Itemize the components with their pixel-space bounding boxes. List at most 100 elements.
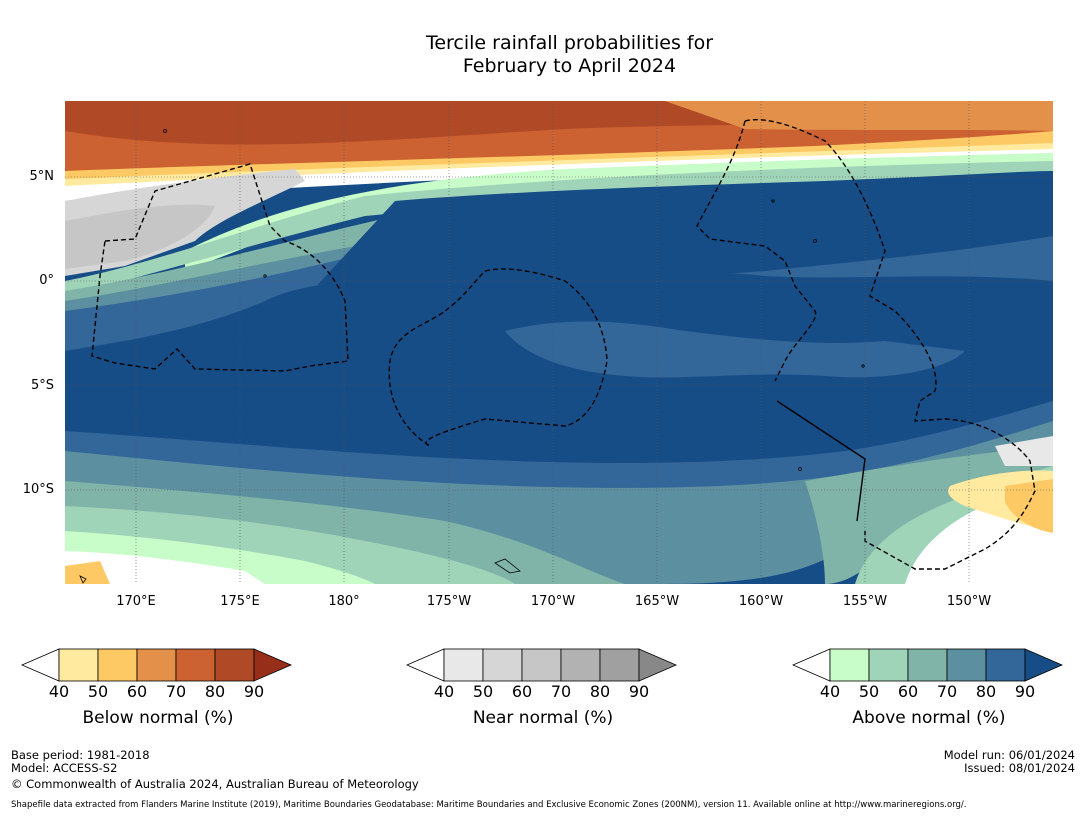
title-line-2: February to April 2024 xyxy=(462,55,677,77)
below-normal-southwest xyxy=(65,561,110,584)
colorbar-tick-label: 60 xyxy=(897,682,919,701)
island xyxy=(79,575,87,584)
footer-base-period: Base period: 1981-2018 xyxy=(11,748,150,762)
colorbar-tick-label: 90 xyxy=(1014,682,1036,701)
colorbar-extend-high xyxy=(638,648,678,682)
footer-copyright: © Commonwealth of Australia 2024, Austra… xyxy=(11,777,419,791)
legend-above-normal: 40 50 60 70 80 90 Above normal (%) xyxy=(792,648,1066,728)
lat-label-10s: 10°S xyxy=(22,482,54,497)
legend-title-above: Above normal (%) xyxy=(852,708,1006,728)
lon-label-150w: 150°W xyxy=(946,594,992,609)
lon-label-175e: 175°E xyxy=(220,594,260,609)
lon-label-165w: 165°W xyxy=(634,594,680,609)
colorbar-above-normal xyxy=(792,648,1064,682)
lon-label-180: 180° xyxy=(328,594,360,609)
island xyxy=(771,199,775,203)
eez-boundaries xyxy=(91,119,1036,570)
lon-label-170e: 170°E xyxy=(116,594,156,609)
lat-label-5n: 5°N xyxy=(29,169,55,184)
lon-label-160w: 160°W xyxy=(738,594,784,609)
colorbar-tick-label: 40 xyxy=(819,682,841,701)
colorbar-tick-label: 50 xyxy=(87,682,109,701)
colorbar-near-normal xyxy=(406,648,678,682)
colorbar-tick-label: 90 xyxy=(243,682,265,701)
above-normal-mid-patch xyxy=(505,321,965,378)
footer-issued: Issued: 08/01/2024 xyxy=(964,761,1075,775)
lat-label-5s: 5°S xyxy=(30,378,54,393)
near-normal-southeast xyxy=(995,436,1053,466)
colorbar-tick-label: 50 xyxy=(858,682,880,701)
lat-label-0: 0° xyxy=(39,273,54,288)
above-normal-south-80 xyxy=(65,401,1053,493)
below-normal-region-70 xyxy=(65,101,1053,181)
legend-title-below: Below normal (%) xyxy=(82,708,234,728)
colorbar-segment xyxy=(868,648,909,682)
colorbar-segment xyxy=(829,648,870,682)
legend-below-normal: 40 50 60 70 80 90 Below normal (%) xyxy=(21,648,295,728)
colorbar-tick-label: 60 xyxy=(126,682,148,701)
above-normal-region-60 xyxy=(65,161,1053,296)
colorbar-segment xyxy=(175,648,216,682)
colorbar-tick-label: 80 xyxy=(589,682,611,701)
colorbar-tick-label: 60 xyxy=(511,682,533,701)
lon-label-175w: 175°W xyxy=(426,594,472,609)
rainfall-probability-map xyxy=(65,101,1053,584)
colorbar-segment xyxy=(599,648,640,682)
colorbar-ticks: 40 50 60 70 80 90 xyxy=(21,682,295,702)
colorbar-ticks: 40 50 60 70 80 90 xyxy=(406,682,680,702)
island xyxy=(163,129,167,133)
island xyxy=(861,364,865,368)
colorbar-segment xyxy=(907,648,948,682)
colorbar-tick-label: 70 xyxy=(550,682,572,701)
colorbar-segment xyxy=(214,648,255,682)
colorbar-segment xyxy=(97,648,138,682)
footer-shapefile: Shapefile data extracted from Flanders M… xyxy=(11,800,967,810)
island xyxy=(494,558,521,574)
white-south xyxy=(65,551,265,584)
colorbar-extend-low xyxy=(21,648,60,682)
footer-model: Model: ACCESS-S2 xyxy=(11,761,118,775)
colorbar-segment xyxy=(443,648,484,682)
eez-line-islands-west xyxy=(696,120,817,382)
colorbar-extend-high xyxy=(1024,648,1064,682)
colorbar-tick-label: 80 xyxy=(975,682,997,701)
lon-label-155w: 155°W xyxy=(842,594,888,609)
islands xyxy=(79,129,865,584)
colorbar-tick-label: 40 xyxy=(433,682,455,701)
colorbar-segment xyxy=(482,648,523,682)
eez-line-islands xyxy=(744,119,1036,570)
colorbar-tick-label: 70 xyxy=(165,682,187,701)
colorbar-tick-label: 50 xyxy=(472,682,494,701)
near-normal-region-60 xyxy=(65,204,215,269)
colorbar-extend-high xyxy=(253,648,293,682)
lon-label-170w: 170°W xyxy=(530,594,576,609)
island xyxy=(263,274,267,278)
eez-phoenix xyxy=(388,268,608,447)
below-normal-region-60 xyxy=(665,101,1053,131)
island xyxy=(813,239,817,243)
colorbar-tick-label: 80 xyxy=(204,682,226,701)
colorbar-segment xyxy=(58,648,99,682)
colorbar-tick-label: 70 xyxy=(936,682,958,701)
chart-title: Tercile rainfall probabilities for Febru… xyxy=(0,32,1085,78)
colorbar-ticks: 40 50 60 70 80 90 xyxy=(792,682,1066,702)
colorbar-segment xyxy=(985,648,1026,682)
colorbar-below-normal xyxy=(21,648,293,682)
below-normal-southeast-60 xyxy=(1005,479,1053,533)
colorbar-segment xyxy=(946,648,987,682)
colorbar-tick-label: 90 xyxy=(628,682,650,701)
colorbar-segment xyxy=(136,648,177,682)
gridlines xyxy=(65,101,1053,584)
colorbar-extend-low xyxy=(406,648,445,682)
island xyxy=(798,467,802,471)
below-normal-region-50 xyxy=(65,131,1053,186)
colorbar-segment xyxy=(521,648,562,682)
legend-near-normal: 40 50 60 70 80 90 Near normal (%) xyxy=(406,648,680,728)
eez-kiribati-gilbert xyxy=(91,163,349,372)
legend-title-near: Near normal (%) xyxy=(472,708,614,728)
footer-model-run: Model run: 06/01/2024 xyxy=(943,748,1075,762)
colorbar-tick-label: 40 xyxy=(48,682,70,701)
colorbar-segment xyxy=(560,648,601,682)
above-normal-core xyxy=(275,171,1053,331)
solid-boundary xyxy=(776,400,866,522)
